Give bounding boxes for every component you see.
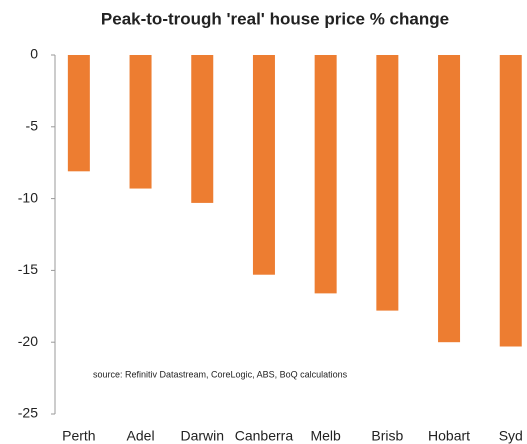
bar xyxy=(438,55,461,343)
x-tick-label: Perth xyxy=(62,428,95,444)
y-tick-label: -15 xyxy=(18,261,38,277)
bar xyxy=(376,55,399,311)
x-tick-label: Melb xyxy=(310,428,341,444)
x-tick-label: Brisb xyxy=(371,428,403,444)
bar xyxy=(191,55,214,203)
y-tick-label: 0 xyxy=(30,46,38,62)
y-tick-label: -5 xyxy=(26,118,39,134)
x-tick-label: Hobart xyxy=(428,428,470,444)
x-tick-label: Darwin xyxy=(180,428,224,444)
bar xyxy=(252,55,275,275)
x-tick-label: Syd xyxy=(499,428,523,444)
x-tick-label: Canberra xyxy=(235,428,294,444)
bar xyxy=(314,55,337,294)
y-tick-label: -25 xyxy=(18,405,38,421)
y-tick-label: -20 xyxy=(18,333,38,349)
bar xyxy=(67,55,90,172)
bar xyxy=(499,55,522,347)
chart-title: Peak-to-trough 'real' house price % chan… xyxy=(101,9,449,28)
annotation: source: Refinitiv Datastream, CoreLogic,… xyxy=(93,369,348,379)
x-tick-label: Adel xyxy=(127,428,155,444)
y-tick-label: -10 xyxy=(18,189,38,205)
bar xyxy=(129,55,152,189)
